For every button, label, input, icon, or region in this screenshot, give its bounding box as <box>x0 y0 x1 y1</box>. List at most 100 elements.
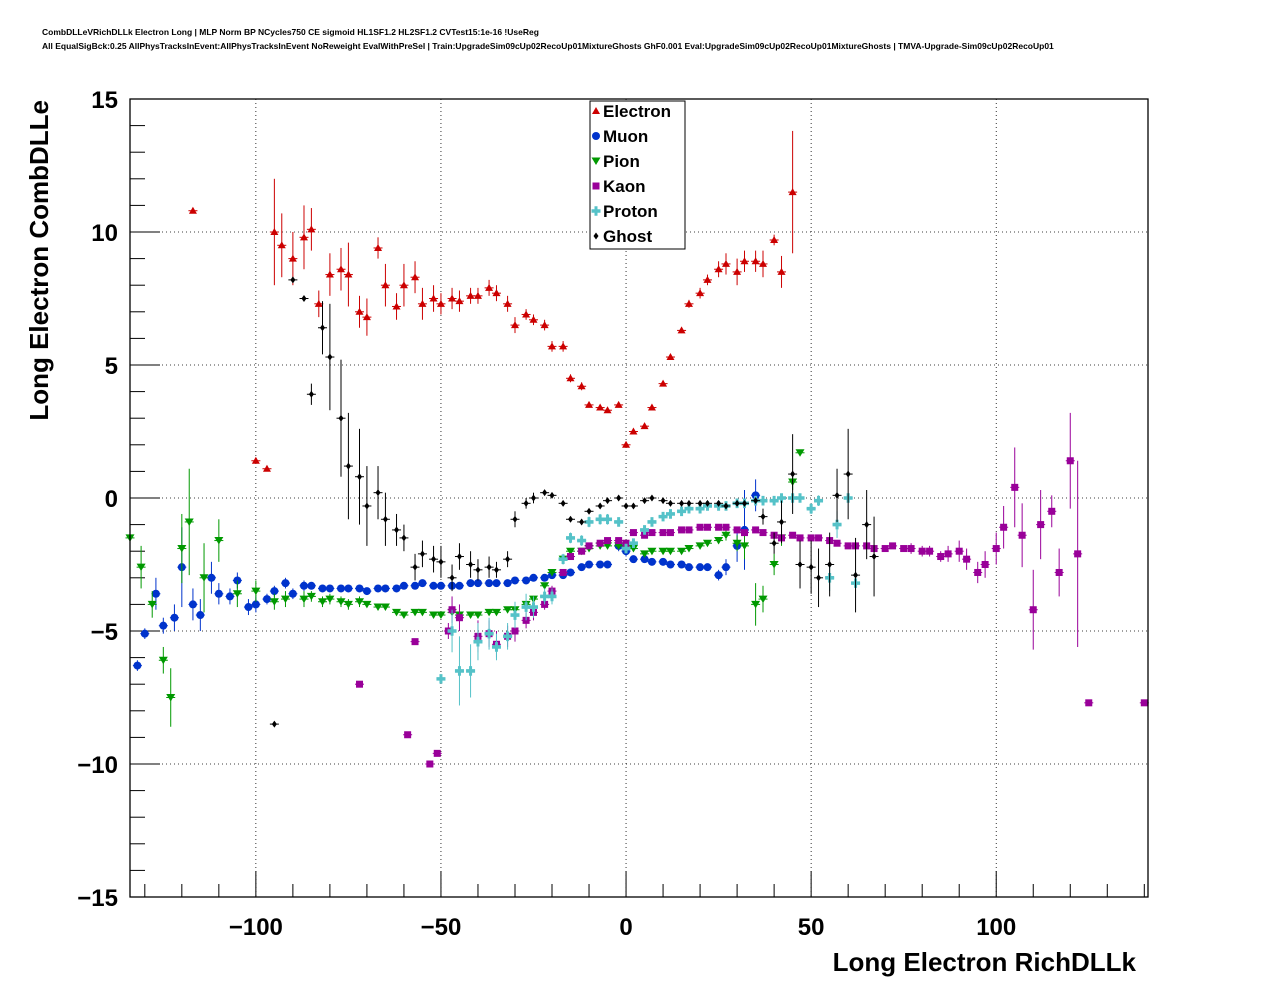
data-point <box>734 499 740 507</box>
data-point <box>419 550 425 558</box>
data-point <box>649 494 655 502</box>
data-point <box>314 299 323 307</box>
x-tick-label: 0 <box>619 914 632 941</box>
data-point <box>595 514 605 525</box>
y-tick-label: −15 <box>77 885 118 912</box>
data-point <box>510 321 519 329</box>
x-tick-label: −50 <box>421 914 462 941</box>
data-point <box>566 533 576 543</box>
data-point <box>777 267 786 275</box>
data-point <box>540 582 550 590</box>
data-point <box>540 573 549 582</box>
data-point <box>410 608 420 617</box>
data-point <box>214 537 224 545</box>
data-point <box>381 584 390 593</box>
data-point <box>521 602 531 612</box>
data-point <box>271 720 277 728</box>
data-point <box>585 560 594 569</box>
data-point <box>871 553 877 561</box>
data-point <box>666 353 675 361</box>
data-point <box>703 275 712 283</box>
data-point <box>325 584 334 593</box>
data-point <box>907 545 915 553</box>
data-point <box>549 491 555 499</box>
data-point <box>714 571 723 580</box>
data-point <box>429 611 439 620</box>
data-point <box>325 270 334 278</box>
data-point <box>1018 531 1026 539</box>
data-point <box>578 547 586 555</box>
data-point <box>412 563 418 571</box>
data-point <box>686 499 692 507</box>
data-point <box>788 188 797 196</box>
data-point <box>299 233 308 241</box>
data-point <box>270 587 279 596</box>
data-point <box>530 494 536 502</box>
data-point <box>382 515 388 523</box>
data-point <box>733 267 742 275</box>
data-point <box>244 603 253 612</box>
data-point <box>325 595 335 604</box>
legend-label: Proton <box>603 202 658 221</box>
data-point <box>615 537 623 545</box>
data-point <box>796 534 804 542</box>
data-point <box>647 403 656 411</box>
data-point <box>356 680 364 688</box>
data-point <box>392 302 401 310</box>
data-point <box>511 627 519 635</box>
data-point <box>232 590 242 598</box>
data-point <box>677 326 686 334</box>
legend-item-muon: Muon <box>592 127 648 146</box>
data-point <box>833 539 841 547</box>
header-line-2: All EqualSigBck:0.25 AllPhysTracksInEven… <box>42 41 1054 51</box>
data-point <box>628 545 638 553</box>
data-point <box>1000 523 1008 531</box>
data-point <box>491 608 501 617</box>
y-tick-label: 15 <box>91 87 118 114</box>
x-tick-label: 50 <box>798 914 825 941</box>
data-point <box>558 554 568 564</box>
data-point <box>362 313 371 321</box>
data-point <box>684 503 694 514</box>
data-point <box>853 571 859 579</box>
data-point <box>714 265 723 273</box>
data-point <box>660 497 666 505</box>
y-tick-label: −5 <box>91 619 118 646</box>
data-point <box>665 509 675 519</box>
data-point <box>586 507 592 515</box>
data-point <box>503 606 513 614</box>
data-point <box>290 276 296 284</box>
data-point <box>629 555 638 564</box>
data-point <box>426 760 434 768</box>
data-point <box>918 547 926 555</box>
data-point <box>568 515 574 523</box>
data-point <box>640 525 650 535</box>
data-point <box>593 232 599 240</box>
data-point <box>614 400 623 408</box>
data-point <box>522 310 531 318</box>
series-proton <box>436 493 861 706</box>
data-point <box>336 598 346 606</box>
data-point <box>547 591 557 602</box>
data-point <box>714 537 724 545</box>
legend: Electron Muon Pion Kaon Proton Ghost <box>589 100 686 250</box>
data-point <box>308 390 314 398</box>
data-point <box>355 584 364 593</box>
data-point <box>492 289 501 297</box>
data-point <box>375 489 381 497</box>
data-point <box>399 281 408 289</box>
data-point <box>751 257 760 265</box>
data-point <box>751 491 760 500</box>
data-point <box>158 656 168 665</box>
data-point <box>147 600 157 609</box>
data-point <box>299 581 308 590</box>
data-point <box>548 342 557 350</box>
data-point <box>585 400 594 408</box>
data-point <box>159 621 168 630</box>
data-point <box>604 537 612 545</box>
data-point <box>475 566 481 574</box>
data-point <box>614 517 624 527</box>
data-point <box>832 519 842 530</box>
data-point <box>288 254 297 262</box>
data-point <box>456 553 462 561</box>
